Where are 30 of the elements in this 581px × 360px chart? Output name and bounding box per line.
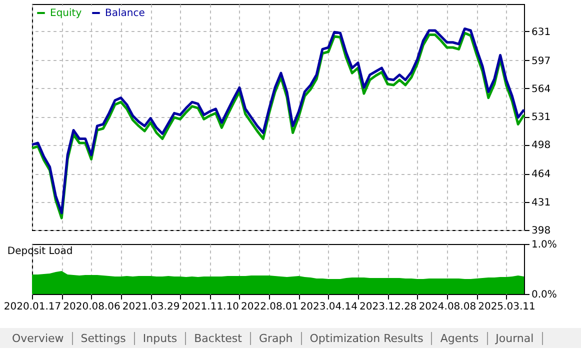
x-tick-label: 2020.08.06 <box>63 302 120 312</box>
y-tick-label: 1.0% <box>532 240 557 250</box>
x-tick-label: 2023.04.14 <box>300 302 358 312</box>
x-tick-label: 2022.08.01 <box>240 302 298 312</box>
text: Agents <box>432 332 488 344</box>
legend-label: Balance <box>105 8 145 19</box>
y-tick-label: 631 <box>532 26 551 38</box>
chart-title: Deposit Load <box>7 246 73 257</box>
x-tick-label: 2021.11.10 <box>182 302 239 312</box>
text: Inputs <box>134 332 186 344</box>
y-tick-label: 431 <box>532 197 551 208</box>
y-tick-label: 531 <box>532 112 551 124</box>
text: Backtest <box>186 332 251 344</box>
y-tick-label: 464 <box>532 169 551 180</box>
text: Journal <box>488 332 543 344</box>
y-tick-label: 498 <box>532 140 551 152</box>
text: Settings <box>72 332 135 344</box>
x-tick-label: 2024.08.08 <box>418 302 476 312</box>
x-tick-label: 2021.03.29 <box>122 302 180 312</box>
legend-label: Equity <box>50 8 82 19</box>
y-tick-label: 398 <box>532 226 551 236</box>
y-tick-label: 0.0% <box>532 290 557 300</box>
y-tick-label: 597 <box>532 56 551 67</box>
x-tick-label: 2023.12.28 <box>360 302 417 312</box>
text: Overview <box>4 332 73 344</box>
text: Optimization Results <box>302 332 432 344</box>
text: Graph <box>250 332 302 344</box>
y-tick-label: 564 <box>532 84 551 95</box>
x-tick-label: 2025.03.11 <box>478 302 536 312</box>
x-tick-label: 2020.01.17 <box>4 302 62 312</box>
